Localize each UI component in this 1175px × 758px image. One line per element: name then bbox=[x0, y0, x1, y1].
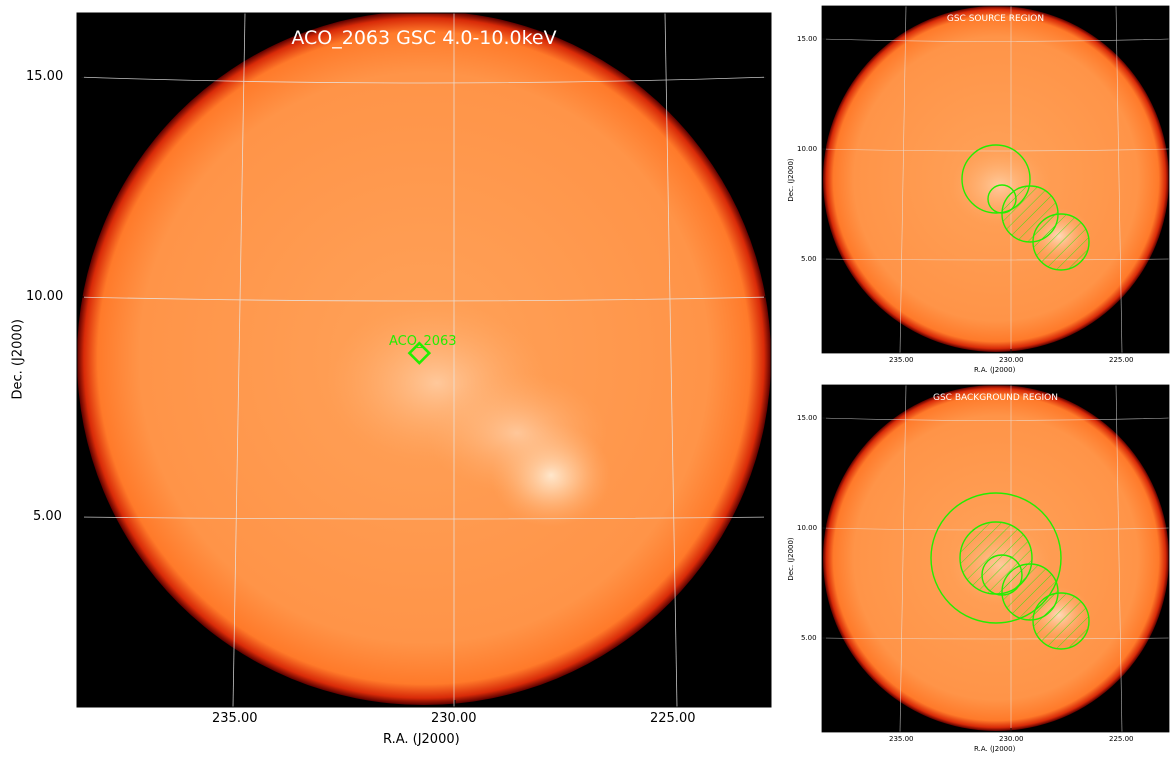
background-regions[interactable] bbox=[930, 492, 1090, 650]
background-region-panel[interactable]: GSC BACKGROUND REGION bbox=[822, 385, 1169, 732]
main-ytick-2: 10.00 bbox=[26, 289, 64, 304]
background-ytick-2: 10.00 bbox=[797, 524, 818, 532]
background-panel-title: GSC BACKGROUND REGION bbox=[933, 393, 1058, 403]
source-circle-outer bbox=[961, 144, 1031, 214]
background-xlabel: R.A. (J2000) bbox=[974, 745, 1016, 753]
background-xtick-2: 230.00 bbox=[999, 735, 1024, 743]
main-title: ACO_2063 GSC 4.0-10.0keV bbox=[291, 27, 557, 49]
main-ytick-3: 5.00 bbox=[33, 509, 62, 524]
source-xtick-2: 230.00 bbox=[999, 356, 1024, 364]
source-circle-hatched-2 bbox=[1032, 213, 1090, 271]
background-circle-hatched-2 bbox=[1032, 592, 1090, 650]
source-xtick-1: 235.00 bbox=[889, 356, 914, 364]
background-xtick-1: 235.00 bbox=[889, 735, 914, 743]
main-sky-image bbox=[77, 13, 771, 707]
background-xtick-3: 225.00 bbox=[1109, 735, 1134, 743]
source-ytick-1: 15.00 bbox=[797, 35, 818, 43]
marker-label: ACO_2063 bbox=[389, 334, 457, 349]
coordinate-grid bbox=[77, 13, 771, 707]
main-xtick-1: 235.00 bbox=[212, 711, 258, 726]
main-image-panel[interactable]: ACO_2063 GSC 4.0-10.0keV ACO_2063 bbox=[77, 13, 771, 707]
main-xlabel: R.A. (J2000) bbox=[383, 732, 460, 747]
source-ytick-2: 10.00 bbox=[797, 145, 818, 153]
source-regions[interactable] bbox=[961, 144, 1090, 271]
source-panel-title: GSC SOURCE REGION bbox=[946, 14, 1045, 24]
source-region-panel[interactable]: GSC SOURCE REGION bbox=[822, 6, 1169, 353]
source-ytick-3: 5.00 bbox=[801, 255, 817, 263]
main-ytick-1: 15.00 bbox=[26, 69, 64, 84]
background-ylabel: Dec. (J2000) bbox=[787, 537, 795, 581]
background-ytick-1: 15.00 bbox=[797, 414, 818, 422]
emission-blob-diffuse-2 bbox=[427, 373, 607, 493]
background-annulus-outer bbox=[930, 492, 1062, 624]
background-ytick-3: 5.00 bbox=[801, 634, 817, 642]
source-xlabel: R.A. (J2000) bbox=[974, 366, 1016, 374]
main-xtick-3: 225.00 bbox=[650, 711, 696, 726]
source-sky-image bbox=[822, 6, 1169, 353]
aco-2063-marker[interactable] bbox=[407, 341, 432, 365]
main-xtick-2: 230.00 bbox=[431, 711, 477, 726]
source-xtick-3: 225.00 bbox=[1109, 356, 1134, 364]
background-sky-image bbox=[822, 385, 1169, 732]
